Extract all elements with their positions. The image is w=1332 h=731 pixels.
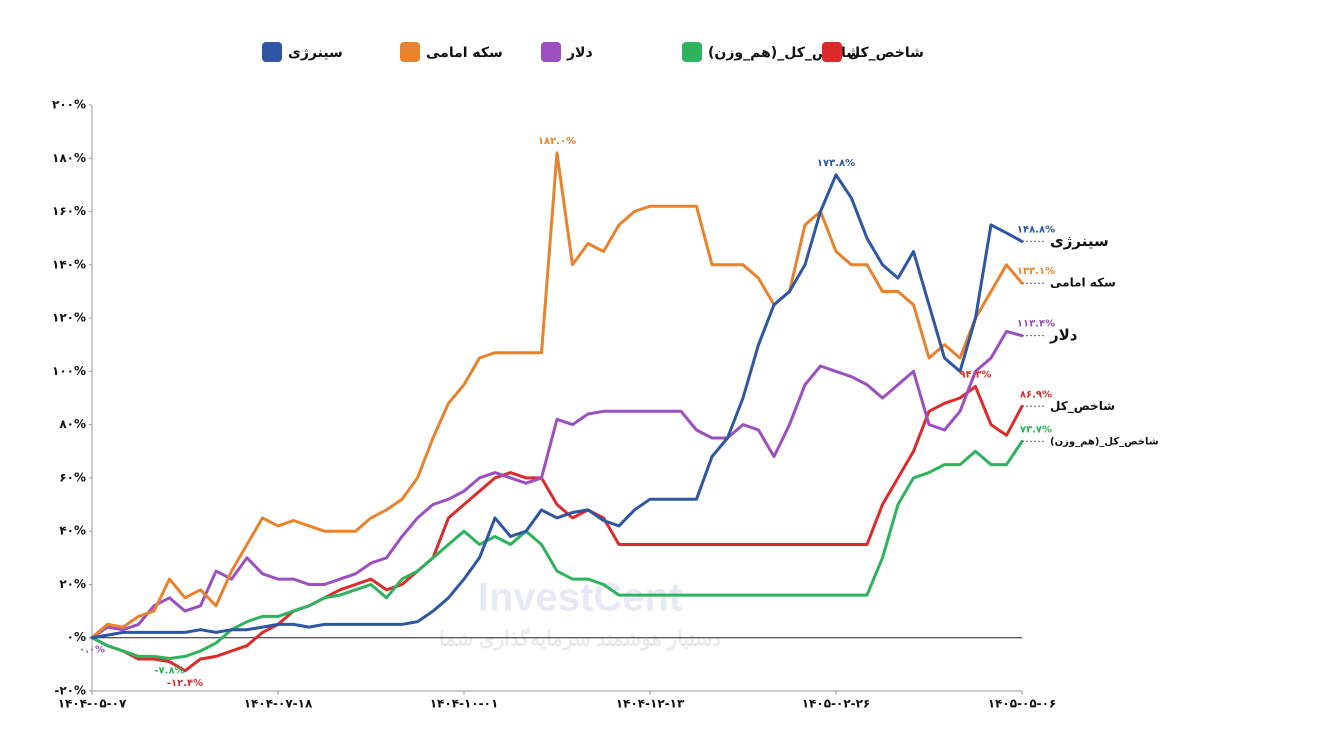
end-series-name: شاخص_کل bbox=[1050, 399, 1115, 414]
end-series-name: سینرژی bbox=[1050, 232, 1109, 250]
legend-swatch bbox=[400, 42, 420, 62]
end-series-name: سکه امامی bbox=[1050, 276, 1116, 290]
value-label: ۹۴.۳% bbox=[959, 370, 991, 381]
y-tick-label: ۱۶۰% bbox=[52, 204, 86, 218]
value-label: ۱۷۳.۸% bbox=[817, 158, 855, 169]
series-line bbox=[90, 439, 1024, 660]
legend-swatch bbox=[822, 42, 842, 62]
y-tick-label: ۴۰% bbox=[59, 524, 86, 538]
series-line bbox=[90, 385, 1024, 673]
x-tick-label: ۱۴۰۵-۰۵-۰۶ bbox=[988, 697, 1057, 711]
value-label: ۱۴۸.۸% bbox=[1017, 224, 1055, 235]
series-line bbox=[90, 329, 1024, 640]
y-tick-label: ۲۰% bbox=[59, 577, 86, 591]
value-label: ۱۸۲.۰% bbox=[538, 136, 576, 147]
y-tick-label: ۰% bbox=[67, 630, 86, 644]
value-label: -۷.۸% bbox=[154, 666, 184, 677]
value-label: ۷۳.۷% bbox=[1020, 424, 1052, 435]
x-tick-label: ۱۴۰۴-۰۵-۰۷ bbox=[58, 697, 127, 711]
legend-swatch bbox=[262, 42, 282, 62]
y-tick-label: ۱۲۰% bbox=[52, 311, 86, 325]
value-label: -۱۲.۴% bbox=[167, 678, 203, 689]
x-tick-label: ۱۴۰۴-۱۲-۱۳ bbox=[616, 697, 685, 711]
y-tick-label: -۲۰% bbox=[54, 684, 86, 698]
legend-label: سکه امامی bbox=[426, 45, 503, 61]
y-tick-label: ۱۰۰% bbox=[52, 364, 86, 378]
value-label: ۸۶.۹% bbox=[1020, 389, 1052, 400]
legend-swatch bbox=[682, 42, 702, 62]
series-line bbox=[90, 173, 1024, 640]
end-series-name: شاخص_کل_(هم_وزن) bbox=[1050, 436, 1159, 447]
legend-label: دلار bbox=[566, 45, 593, 61]
legend-label: شاخص_کل bbox=[848, 45, 924, 61]
x-tick-label: ۱۴۰۵-۰۲-۲۶ bbox=[802, 697, 871, 711]
value-label: ۰.۰% bbox=[79, 645, 105, 656]
legend-swatch bbox=[541, 42, 561, 62]
y-tick-label: ۱۴۰% bbox=[52, 257, 86, 271]
series-line bbox=[90, 151, 1024, 640]
value-label: ۱۳۳.۱% bbox=[1017, 266, 1055, 277]
y-tick-label: ۲۰۰% bbox=[52, 98, 86, 112]
end-series-name: دلار bbox=[1049, 326, 1078, 344]
watermark-tagline: دستیار هوشمند سرمایه‌گذاری شما bbox=[439, 626, 721, 651]
y-tick-label: ۸۰% bbox=[59, 417, 86, 431]
watermark-brand: InvestCent bbox=[478, 576, 683, 620]
x-tick-label: ۱۴۰۴-۰۷-۱۸ bbox=[244, 697, 313, 711]
y-tick-label: ۱۸۰% bbox=[52, 151, 86, 165]
legend-label: سینرژی bbox=[288, 45, 343, 61]
x-tick-label: ۱۴۰۴-۱۰-۰۱ bbox=[430, 697, 499, 711]
value-label: ۱۱۳.۴% bbox=[1017, 319, 1055, 330]
y-tick-label: ۶۰% bbox=[59, 470, 86, 484]
